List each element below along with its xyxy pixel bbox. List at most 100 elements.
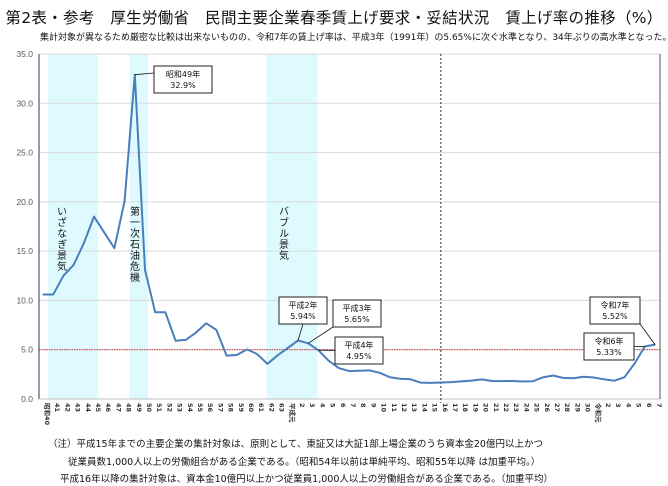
x-tick-label: 7 xyxy=(349,403,357,408)
x-tick-label: 57 xyxy=(216,403,224,412)
x-tick-label: 42 xyxy=(63,403,71,412)
data-point xyxy=(277,354,279,356)
annotation-year: 令和6年 xyxy=(594,336,623,346)
x-tick-label: 15 xyxy=(431,403,439,413)
x-tick-label: 8 xyxy=(359,403,367,408)
annotation-value: 32.9% xyxy=(170,81,196,90)
data-point xyxy=(409,378,411,380)
annotation-box xyxy=(589,296,641,325)
y-tick-label: 35.0 xyxy=(16,49,33,59)
annotation-year: 令和7年 xyxy=(600,300,629,310)
annotation-value: 4.95% xyxy=(346,352,372,361)
data-point xyxy=(379,372,381,374)
data-point xyxy=(215,329,217,331)
annotation-leader xyxy=(639,323,656,345)
data-point xyxy=(154,311,156,313)
y-tick-label: 20.0 xyxy=(16,197,33,207)
data-point xyxy=(195,331,197,334)
x-tick-label: 51 xyxy=(155,403,163,413)
x-tick-label: 18 xyxy=(461,403,469,413)
x-tick-label: 50 xyxy=(145,403,153,413)
x-tick-label: 3 xyxy=(614,403,622,408)
data-point xyxy=(511,380,513,382)
x-tick-label: 60 xyxy=(247,403,255,413)
annotation-box xyxy=(332,299,382,328)
data-point xyxy=(583,376,585,378)
data-point xyxy=(552,374,554,377)
data-point xyxy=(521,380,524,383)
annotation-box xyxy=(583,332,635,361)
annotation-year: 平成2年 xyxy=(288,300,317,310)
x-tick-label: 58 xyxy=(227,403,235,413)
data-point xyxy=(52,293,54,296)
annotation-value: 5.65% xyxy=(344,315,370,324)
x-tick-label: 53 xyxy=(176,403,184,412)
chart-subtitle: 集計対象が異なるため厳密な比較は出来ないものの、令和7年の賃上げ率は、平成3年（… xyxy=(40,33,668,43)
data-point xyxy=(338,367,340,369)
x-tick-label: 22 xyxy=(502,403,510,412)
x-tick-label: 54 xyxy=(186,403,194,413)
x-tick-label: 61 xyxy=(257,403,265,413)
data-point xyxy=(185,339,187,341)
data-point xyxy=(246,348,248,351)
annotation-year: 平成3年 xyxy=(342,303,371,313)
x-tick-label: 44 xyxy=(84,403,92,413)
data-point xyxy=(287,347,289,349)
x-tick-label: 59 xyxy=(237,403,245,413)
x-tick-label: 11 xyxy=(390,403,398,413)
data-point xyxy=(562,377,564,379)
data-point xyxy=(124,200,126,202)
x-tick-label: 49 xyxy=(135,403,143,413)
x-tick-label: 5 xyxy=(329,403,337,408)
data-point xyxy=(93,216,95,218)
x-tick-label: 45 xyxy=(94,403,102,413)
x-tick-label: 29 xyxy=(573,403,581,413)
data-point xyxy=(358,370,360,372)
x-tick-label: 48 xyxy=(125,403,133,413)
y-tick-label: 25.0 xyxy=(16,148,33,158)
data-point xyxy=(470,379,472,382)
data-point xyxy=(205,322,207,324)
y-tick-label: 5.0 xyxy=(21,345,33,355)
x-tick-label: 2 xyxy=(604,403,612,408)
data-point xyxy=(542,376,544,379)
x-tick-label: 27 xyxy=(553,403,561,412)
data-point xyxy=(532,380,534,382)
note-line-3: 平成16年以降の集計対象は、資本金10億円以上かつ従業員1,000人以上の労働組… xyxy=(60,474,554,485)
annotation-leader xyxy=(307,326,334,344)
x-tick-label: 10 xyxy=(380,403,388,413)
x-tick-label: 6 xyxy=(339,403,347,408)
data-point xyxy=(634,362,636,365)
y-tick-label: 15.0 xyxy=(16,246,33,256)
x-tick-label: 23 xyxy=(512,403,520,412)
x-tick-label: 28 xyxy=(563,403,571,413)
x-tick-label: 20 xyxy=(482,403,490,413)
x-tick-label: 17 xyxy=(451,403,459,412)
annotation-box xyxy=(278,296,328,325)
x-tick-label: 3 xyxy=(308,403,316,408)
x-tick-label: 令和元 xyxy=(594,402,603,423)
x-tick-label: 21 xyxy=(492,403,500,413)
annotation-leader xyxy=(297,323,304,341)
data-point xyxy=(613,380,615,382)
annotation-value: 5.52% xyxy=(602,312,628,321)
data-point xyxy=(491,380,493,382)
x-tick-label: 5 xyxy=(635,403,643,408)
data-point xyxy=(623,376,626,378)
data-point xyxy=(226,355,228,357)
shaded-period-band xyxy=(129,54,149,399)
data-point xyxy=(42,293,44,296)
x-tick-label: 47 xyxy=(114,403,122,412)
annotation-box xyxy=(153,65,213,94)
x-tick-label: 63 xyxy=(278,403,286,412)
shaded-period-band xyxy=(266,54,318,399)
data-point xyxy=(368,369,370,372)
x-tick-label: 平成元 xyxy=(288,403,297,423)
x-tick-label: 9 xyxy=(369,403,377,408)
y-tick-label: 0.0 xyxy=(21,394,33,404)
x-tick-label: 7 xyxy=(655,403,663,408)
x-tick-label: 19 xyxy=(471,403,479,413)
y-tick-label: 10.0 xyxy=(16,295,33,305)
data-point xyxy=(73,264,75,266)
data-point xyxy=(83,242,85,244)
